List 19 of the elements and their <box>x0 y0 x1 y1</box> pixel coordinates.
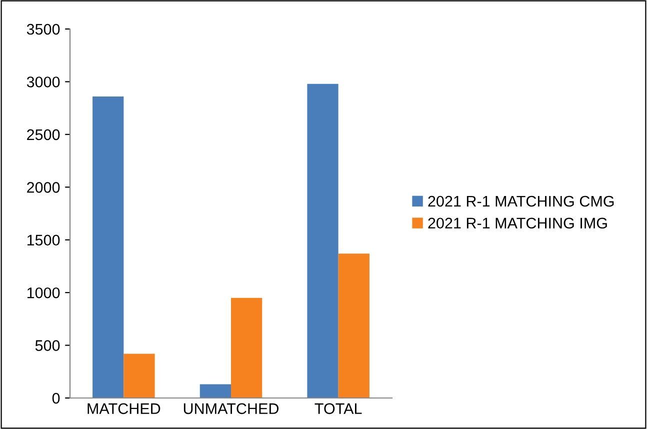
x-tick-label: MATCHED <box>88 403 160 414</box>
y-tick-label: 3500 <box>26 24 60 35</box>
bar <box>124 354 155 398</box>
bar <box>200 384 231 398</box>
y-tick-label: 1500 <box>27 234 60 246</box>
x-tick-label: UNMATCHED <box>184 403 279 414</box>
y-tick-label: 2000 <box>27 182 60 193</box>
legend-label: 2021 R-1 MATCHING IMG <box>428 218 607 229</box>
bar <box>231 298 262 398</box>
y-tick-label: 2500 <box>27 129 60 140</box>
y-tick-label: 3000 <box>26 76 60 88</box>
y-tick-label: 1000 <box>27 287 60 298</box>
bar <box>92 96 124 398</box>
y-tick-label: 500 <box>35 340 60 351</box>
x-tick-label: TOTAL <box>314 403 362 414</box>
bar <box>338 254 370 398</box>
bar <box>307 84 338 398</box>
legend-label: 2021 R-1 MATCHING CMG <box>428 196 614 207</box>
y-tick-label: 0 <box>52 392 60 404</box>
